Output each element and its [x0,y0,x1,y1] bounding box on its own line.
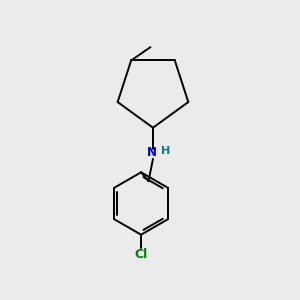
Text: Cl: Cl [134,248,148,260]
Text: H: H [161,146,170,156]
Text: N: N [147,146,157,160]
